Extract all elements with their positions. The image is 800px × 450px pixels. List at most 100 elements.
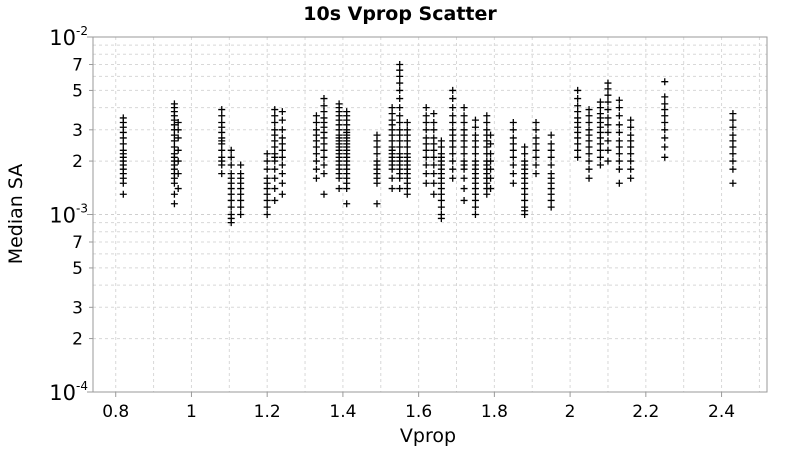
y-tick-label: 7 (72, 233, 83, 253)
data-point (596, 98, 604, 106)
data-point (396, 104, 404, 112)
data-point (532, 134, 540, 142)
data-point (729, 116, 737, 124)
data-point (460, 185, 468, 193)
data-point (373, 150, 381, 158)
data-point (174, 185, 182, 193)
data-point (729, 157, 737, 165)
data-point (604, 157, 612, 165)
data-point (661, 118, 669, 126)
data-point (320, 140, 328, 148)
data-point (396, 150, 404, 158)
y-tick-label: 5 (72, 259, 83, 279)
data-point (263, 203, 271, 211)
data-point (320, 95, 328, 103)
data-point (604, 137, 612, 145)
data-point (627, 116, 635, 124)
data-point (596, 161, 604, 169)
data-point (532, 170, 540, 178)
data-point (460, 150, 468, 158)
x-axis-ticks: 0.8 1 1.2 1.4 1.6 1.8 2 2.2 2.4 (102, 392, 735, 422)
data-point (615, 143, 623, 151)
data-point (119, 190, 127, 198)
data-point (521, 157, 529, 165)
data-point (627, 131, 635, 139)
data-point (271, 185, 279, 193)
data-point (174, 170, 182, 178)
data-point (422, 153, 430, 161)
data-point (460, 112, 468, 120)
data-point (547, 131, 555, 139)
data-point (422, 161, 430, 169)
data-point (460, 118, 468, 126)
data-point (396, 79, 404, 87)
data-point (661, 126, 669, 134)
data-point (547, 170, 555, 178)
data-point (729, 165, 737, 173)
data-point (604, 106, 612, 114)
data-point (615, 96, 623, 104)
data-point (521, 150, 529, 158)
data-point (509, 146, 517, 154)
data-point (422, 118, 430, 126)
data-point (471, 150, 479, 158)
data-point (596, 153, 604, 161)
data-point (396, 72, 404, 80)
data-point (574, 140, 582, 148)
data-point (449, 112, 457, 120)
data-point (437, 203, 445, 211)
chart-title: 10s Vprop Scatter (303, 3, 497, 25)
data-point (174, 134, 182, 142)
data-point (422, 104, 430, 112)
data-point (388, 185, 396, 193)
data-point (396, 112, 404, 120)
data-point (278, 170, 286, 178)
data-point (218, 118, 226, 126)
data-point (661, 112, 669, 120)
data-point (627, 123, 635, 131)
data-point (449, 165, 457, 173)
data-point (532, 140, 540, 148)
data-point (487, 150, 495, 158)
data-point (373, 131, 381, 139)
data-point (460, 174, 468, 182)
data-point (574, 153, 582, 161)
data-point (271, 196, 279, 204)
data-point (278, 140, 286, 148)
data-point (388, 110, 396, 118)
data-point (471, 143, 479, 151)
data-point (170, 143, 178, 151)
data-point (615, 157, 623, 165)
data-point (119, 114, 127, 122)
data-point (119, 140, 127, 148)
y-tick-label-major: 10-2 (49, 24, 88, 50)
data-point (547, 203, 555, 211)
data-point (227, 146, 235, 154)
data-point (627, 143, 635, 151)
data-point (218, 146, 226, 154)
data-point (661, 153, 669, 161)
data-point (422, 179, 430, 187)
data-point (449, 118, 457, 126)
data-point (585, 106, 593, 114)
data-point (509, 161, 517, 169)
data-point (729, 123, 737, 131)
data-point (615, 128, 623, 136)
data-point (320, 146, 328, 154)
data-point (335, 185, 343, 193)
data-point (271, 126, 279, 134)
y-tick-label-major: 10-3 (49, 202, 88, 228)
data-point (218, 112, 226, 120)
data-point (320, 161, 328, 169)
data-point (449, 150, 457, 158)
data-point (237, 161, 245, 169)
data-point (437, 196, 445, 204)
data-point (320, 102, 328, 110)
data-point (521, 203, 529, 211)
data-point (574, 108, 582, 116)
data-point (729, 131, 737, 139)
data-point (661, 78, 669, 86)
data-point (615, 165, 623, 173)
y-axis-label: Median SA (5, 164, 27, 265)
data-point (532, 161, 540, 169)
